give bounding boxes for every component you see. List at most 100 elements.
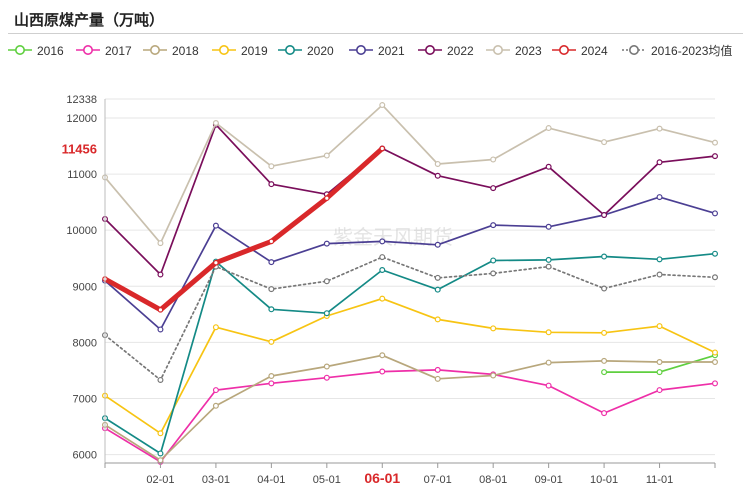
x-tick-label: 10-01 (590, 474, 618, 486)
data-point (434, 241, 441, 248)
data-point (711, 274, 718, 281)
legend-label: 2020 (307, 44, 334, 58)
legend-item-2024[interactable]: 2024 (552, 44, 608, 58)
data-point (656, 387, 663, 394)
data-point (601, 253, 608, 260)
legend-item-2017[interactable]: 2017 (76, 44, 132, 58)
data-point (434, 172, 441, 179)
x-tick-label: 05-01 (313, 474, 341, 486)
data-point (490, 325, 497, 332)
data-point (268, 380, 275, 387)
legend-label: 2016 (37, 44, 64, 58)
data-point (711, 139, 718, 146)
data-point (379, 267, 386, 274)
data-point (656, 125, 663, 132)
data-point (379, 368, 386, 375)
data-point (379, 145, 386, 152)
data-point (711, 380, 718, 387)
data-point (268, 181, 275, 188)
data-point (323, 310, 330, 317)
y-tick-label: 12000 (66, 113, 97, 125)
data-point (601, 139, 608, 146)
data-point (213, 259, 219, 266)
data-point (212, 324, 219, 331)
title-divider (8, 33, 743, 34)
data-point (545, 382, 552, 389)
series-2016-2023均值 (101, 254, 718, 383)
legend-swatch-marker (83, 44, 94, 55)
y-tick-label: 11000 (67, 169, 97, 181)
data-point (323, 363, 330, 370)
series-line (104, 369, 716, 463)
series-line (104, 354, 716, 462)
data-point (656, 359, 663, 366)
data-point (324, 195, 330, 201)
data-point (434, 366, 441, 373)
legend-item-2022[interactable]: 2022 (418, 44, 474, 58)
data-point (268, 238, 275, 245)
series-line (104, 297, 716, 435)
data-point (434, 274, 441, 281)
data-point (601, 410, 608, 417)
data-point (157, 457, 164, 464)
x-tick-label: 04-01 (257, 474, 285, 486)
data-point (711, 250, 718, 257)
legend-item-2016-2023均值[interactable]: 2016-2023均值 (622, 43, 732, 58)
data-point (157, 376, 164, 383)
legend-swatch-marker (492, 44, 503, 55)
data-point (545, 263, 552, 270)
data-point (656, 369, 663, 376)
legend-label: 2024 (581, 44, 608, 58)
y-highlight-label: 11456 (62, 141, 97, 156)
y-tick-label: 8000 (73, 337, 97, 349)
data-point (545, 223, 552, 230)
legend-item-2021[interactable]: 2021 (349, 44, 405, 58)
data-point (490, 222, 497, 229)
data-point (157, 326, 164, 333)
legend-swatch-marker (558, 44, 569, 55)
series-layer (101, 102, 718, 465)
data-point (601, 285, 608, 292)
series-2019 (101, 295, 718, 437)
data-point (656, 256, 663, 263)
series-line (104, 256, 716, 381)
data-point (545, 359, 552, 366)
data-point (157, 240, 164, 247)
legend-item-2023[interactable]: 2023 (486, 44, 542, 58)
series-line (102, 146, 385, 313)
legend-item-2018[interactable]: 2018 (143, 44, 199, 58)
data-point (212, 387, 219, 394)
series-line (104, 252, 716, 455)
legend-item-2016[interactable]: 2016 (8, 44, 64, 58)
data-point (490, 156, 497, 163)
series-line (104, 104, 716, 244)
data-point (490, 270, 497, 277)
legend-item-2019[interactable]: 2019 (212, 44, 268, 58)
data-point (157, 307, 164, 313)
x-tick-label: 06-01 (364, 470, 400, 486)
data-point (157, 450, 164, 457)
data-point (711, 359, 718, 366)
data-point (212, 402, 219, 409)
data-point (601, 329, 608, 336)
legend-item-2020[interactable]: 2020 (278, 44, 334, 58)
legend-label: 2022 (447, 44, 474, 58)
series-2018 (101, 352, 718, 464)
data-point (212, 120, 219, 127)
axes: 6000 7000 8000 9000 10000 11000 12000 12338 1145… (62, 94, 716, 486)
data-point (656, 271, 663, 278)
data-point (379, 238, 386, 245)
y-tick-label: 12338 (66, 94, 97, 106)
data-point (545, 329, 552, 336)
x-tick-label: 08-01 (479, 474, 507, 486)
series-line (104, 123, 716, 276)
legend-swatch-marker (150, 44, 161, 55)
legend-swatch-marker (15, 44, 25, 55)
series-2021 (101, 194, 718, 333)
y-tick-label: 9000 (73, 281, 97, 293)
y-tick-label: 7000 (73, 393, 97, 405)
data-point (157, 430, 164, 437)
data-point (212, 222, 219, 229)
data-point (323, 152, 330, 159)
x-tick-label: 11-01 (646, 474, 673, 486)
